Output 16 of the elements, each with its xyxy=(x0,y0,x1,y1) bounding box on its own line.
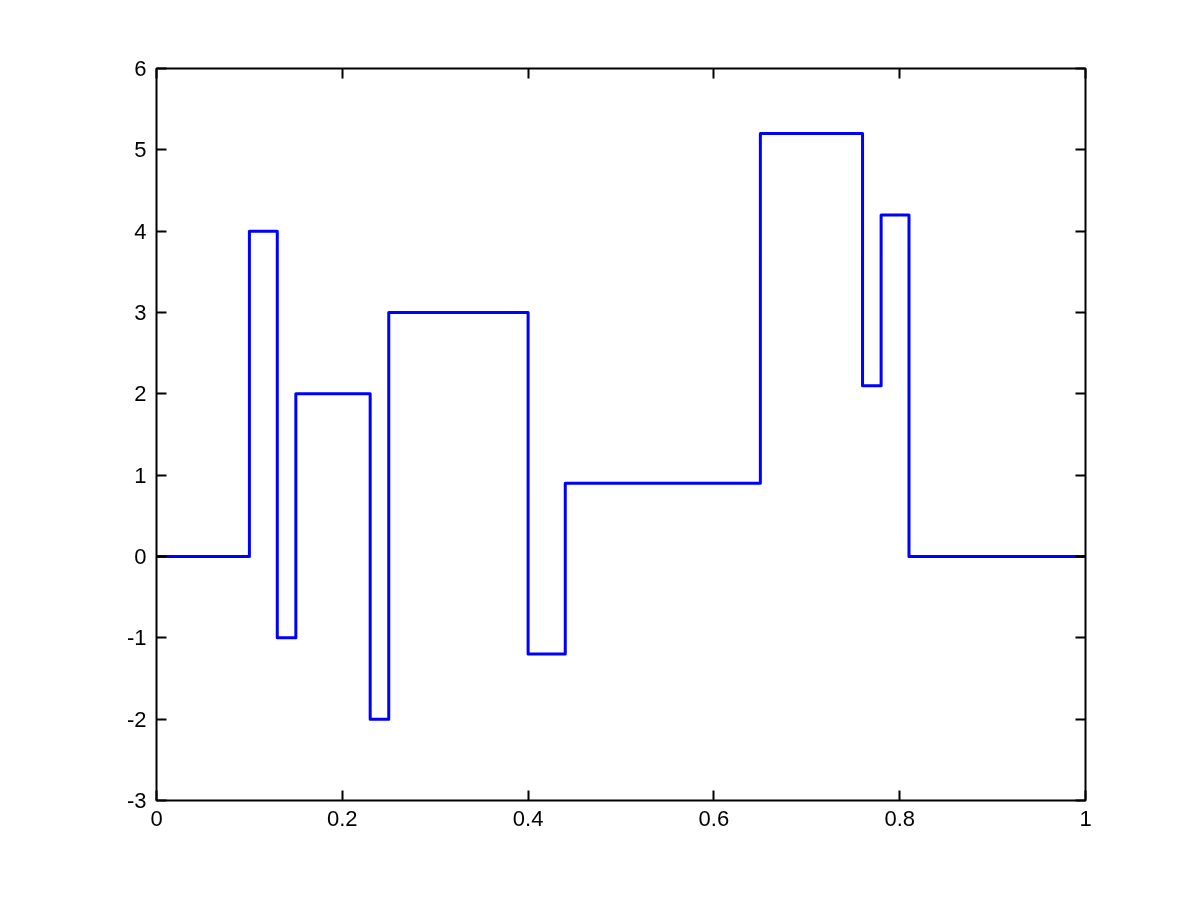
y-tick-label: -1 xyxy=(126,625,147,651)
x-tick-label: 1 xyxy=(1079,805,1092,831)
y-tick-label: 0 xyxy=(134,544,147,569)
x-tick-label: 0.6 xyxy=(698,805,730,831)
y-tick-label: 4 xyxy=(134,218,147,244)
y-tick-label: -2 xyxy=(126,706,147,732)
x-tick-label: 0.4 xyxy=(512,805,544,831)
y-tick-label: 5 xyxy=(134,137,147,163)
y-tick-label: 6 xyxy=(134,56,147,81)
x-tick-label: 0.2 xyxy=(327,805,358,831)
x-tick-label: 0 xyxy=(150,805,163,831)
x-tick-label: 0.8 xyxy=(884,805,915,831)
y-tick-label: 1 xyxy=(134,462,147,488)
y-tick-label: 3 xyxy=(134,300,147,325)
y-tick-label: -3 xyxy=(126,788,147,813)
y-tick-label: 2 xyxy=(134,381,147,407)
